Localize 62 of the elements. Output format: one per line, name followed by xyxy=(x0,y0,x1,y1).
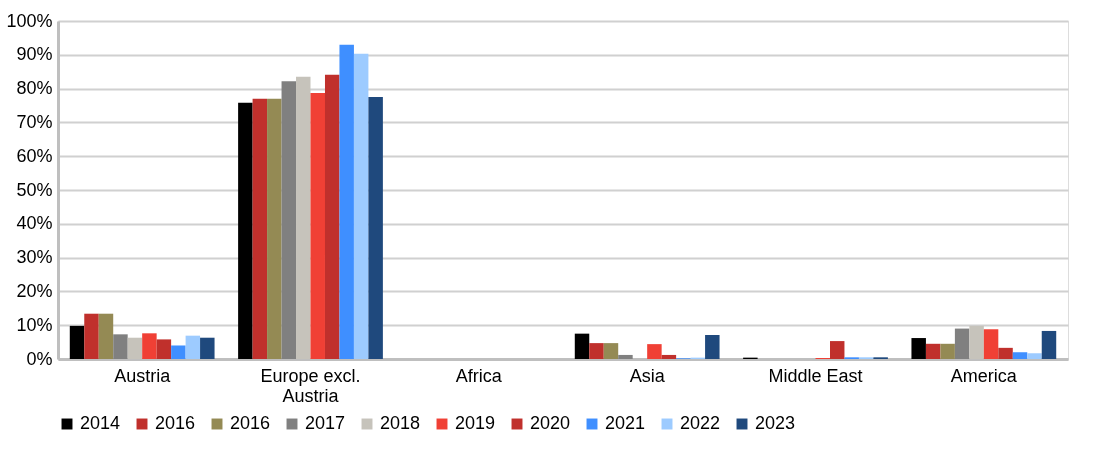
y-tick-label: 50% xyxy=(16,179,53,200)
x-tick-label: Europe excl. Austria xyxy=(260,365,361,406)
y-tick-label: 30% xyxy=(16,247,53,268)
x-tick-label: Middle East xyxy=(768,365,863,386)
y-tick-label: 70% xyxy=(16,111,53,132)
bar xyxy=(69,325,85,359)
bar xyxy=(661,354,677,359)
legend-label: 2021 xyxy=(605,413,646,433)
bar xyxy=(142,333,157,359)
x-tick-label: Asia xyxy=(629,365,666,386)
bar xyxy=(574,333,590,359)
bar xyxy=(618,354,633,359)
legend-label: 2016 xyxy=(230,413,271,433)
bar xyxy=(368,97,383,359)
bar xyxy=(829,341,845,359)
y-tick-label: 40% xyxy=(16,213,53,234)
legend-label: 2019 xyxy=(455,413,496,433)
legend-label: 2023 xyxy=(755,413,796,433)
legend-label: 2022 xyxy=(680,413,721,433)
x-tick-label: Africa xyxy=(455,365,503,386)
bar xyxy=(647,344,662,359)
bar xyxy=(339,44,354,359)
y-tick-label: 80% xyxy=(16,78,53,99)
bar xyxy=(983,329,999,359)
y-tick-label: 100% xyxy=(6,10,53,31)
bar xyxy=(324,74,340,359)
bar xyxy=(84,313,99,359)
bar xyxy=(353,53,369,359)
bar xyxy=(185,335,201,359)
y-tick-label: 60% xyxy=(16,145,53,166)
legend-label: 2020 xyxy=(530,413,571,433)
y-tick-label: 0% xyxy=(26,348,53,369)
legend-label: 2016 xyxy=(155,413,196,433)
bar xyxy=(1027,353,1042,359)
bar xyxy=(310,92,325,359)
bar xyxy=(252,98,268,359)
bar xyxy=(589,343,604,359)
bar xyxy=(171,345,186,359)
bar xyxy=(940,343,955,359)
legend-label: 2018 xyxy=(380,413,421,433)
bar xyxy=(603,343,619,359)
bar xyxy=(200,337,215,359)
bar xyxy=(1012,352,1028,359)
bar xyxy=(113,334,128,359)
bar xyxy=(98,313,114,359)
bar xyxy=(911,338,926,359)
bar xyxy=(925,343,941,359)
bar xyxy=(267,98,282,359)
bar xyxy=(281,81,297,359)
y-tick-label: 10% xyxy=(16,314,53,335)
bar xyxy=(998,347,1013,359)
y-tick-label: 20% xyxy=(16,280,53,301)
y-tick-label: 90% xyxy=(16,44,53,65)
bar xyxy=(954,328,970,359)
bar xyxy=(1041,330,1057,359)
bar xyxy=(705,335,720,359)
x-tick-label: Austria xyxy=(114,365,172,386)
legend-label: 2017 xyxy=(305,413,346,433)
bar xyxy=(156,339,172,359)
bar xyxy=(238,102,253,359)
legend-label: 2014 xyxy=(80,413,121,433)
x-tick-label: America xyxy=(950,365,1018,386)
